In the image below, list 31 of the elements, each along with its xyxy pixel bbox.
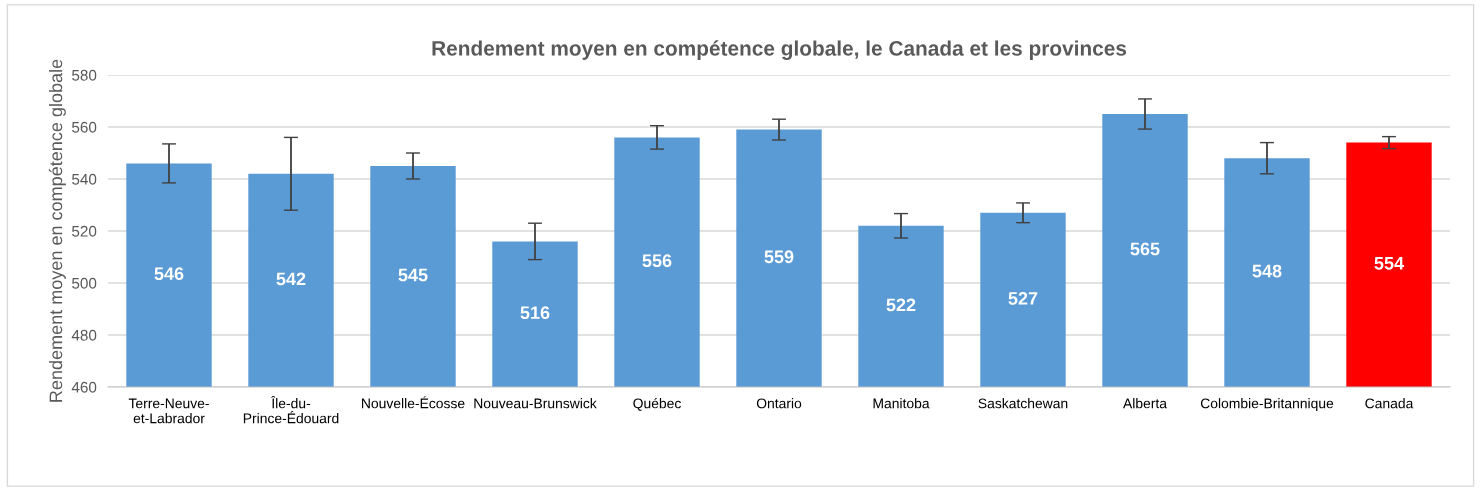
y-tick-label: 560	[72, 121, 97, 133]
x-tick-label: Canada	[1365, 398, 1414, 409]
x-tick-label: Nouveau-Brunswick	[474, 398, 597, 409]
data-label: 546	[154, 267, 184, 281]
x-tick-label: Colombie-Britannique	[1200, 398, 1334, 412]
y-tick-label: 480	[71, 329, 97, 341]
x-tick-label: Ontario	[756, 398, 802, 409]
data-label: 527	[1008, 291, 1038, 305]
x-tick-label: Nouvelle-Écosse	[362, 396, 465, 409]
y-axis-title: Rendement moyen en compétence globale	[48, 59, 66, 402]
y-tick-label: 520	[72, 225, 97, 237]
y-tick-label: 500	[72, 277, 97, 289]
data-label: 565	[1130, 242, 1160, 256]
data-label: 556	[642, 254, 672, 268]
data-label: 545	[398, 268, 428, 282]
data-label: 548	[1252, 264, 1282, 278]
x-tick-label: Québec	[633, 397, 681, 411]
y-tick-label: 460	[71, 381, 97, 393]
data-label: 522	[886, 298, 916, 312]
data-label: 554	[1374, 257, 1404, 270]
x-tick-label: Manitoba	[873, 398, 930, 409]
x-tick-label: Terre-Neuve- et-Labrador	[128, 398, 209, 424]
y-tick-label: 540	[72, 173, 97, 185]
y-tick-label: 580	[72, 69, 97, 81]
chart-title: Rendement moyen en compétence globale, le Canada et les provinces	[432, 40, 1127, 60]
x-tick-label: Alberta	[1123, 398, 1167, 409]
data-label: 542	[276, 272, 306, 286]
data-label: 516	[520, 306, 550, 320]
data-label: 559	[764, 250, 794, 264]
x-tick-label: Île-du- Prince-Édouard	[243, 396, 339, 424]
x-tick-label: Saskatchewan	[978, 398, 1068, 409]
